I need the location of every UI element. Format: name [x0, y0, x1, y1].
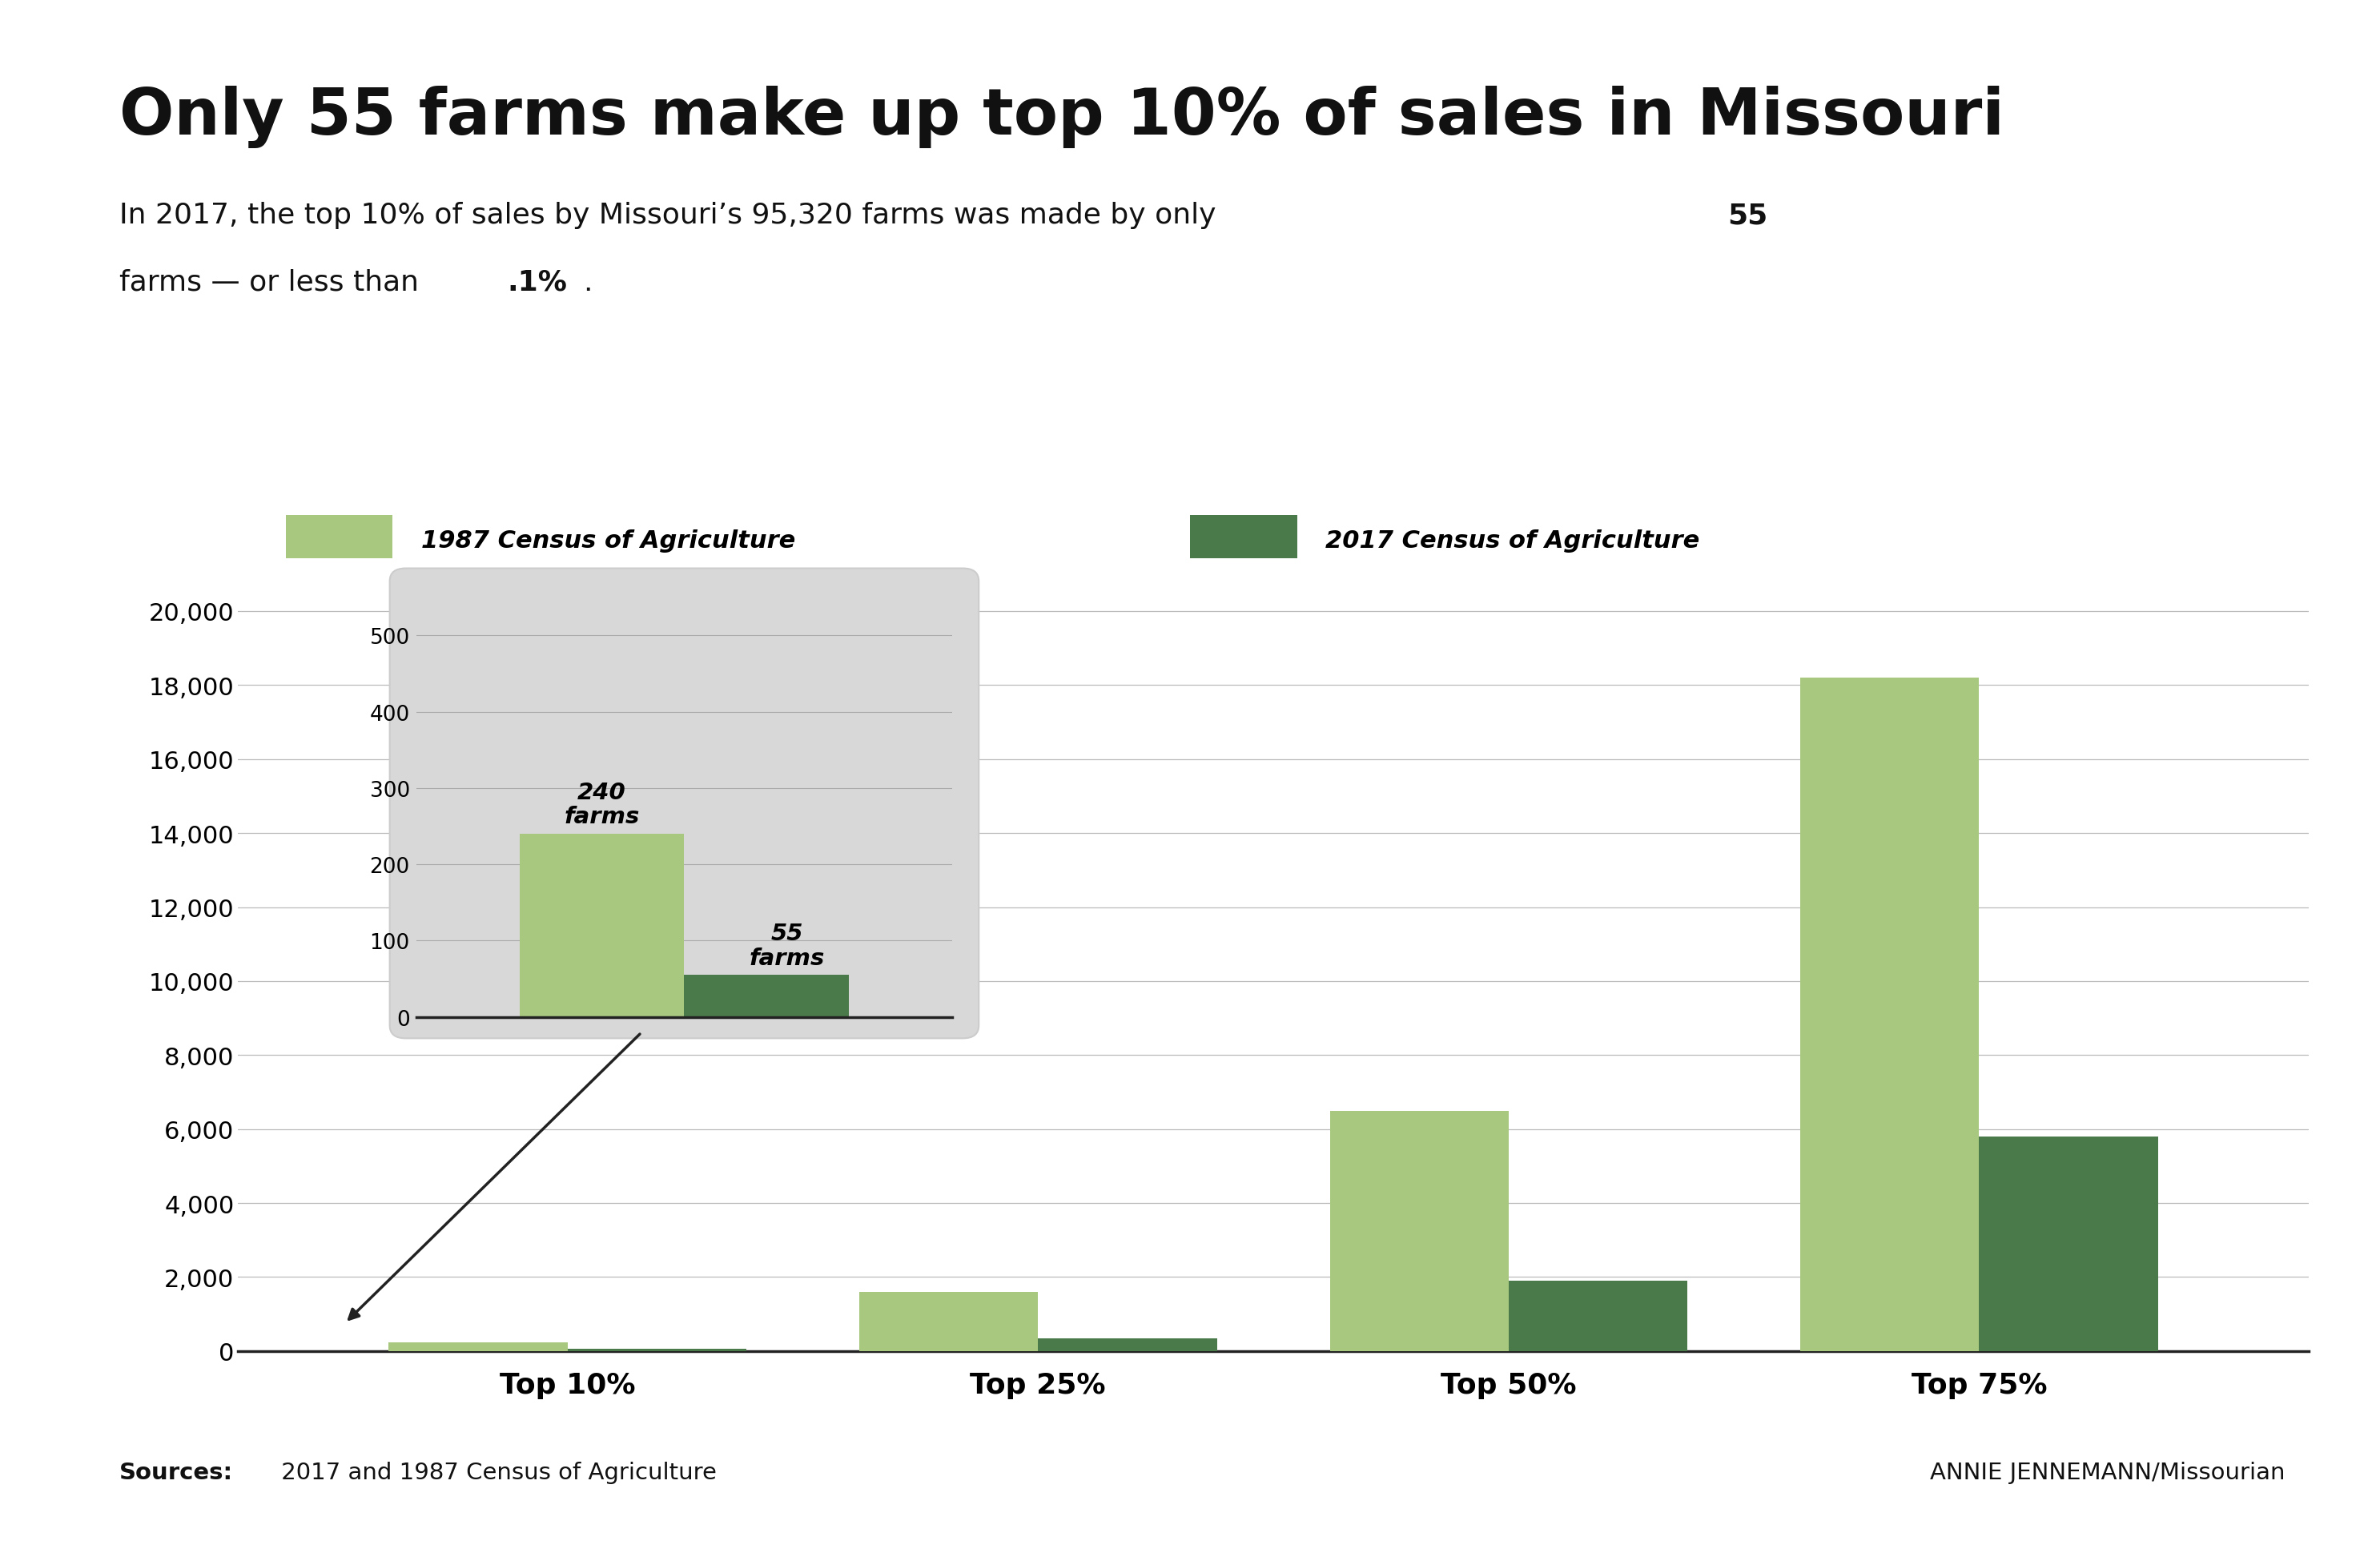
- FancyBboxPatch shape: [390, 568, 978, 1039]
- Bar: [1509, 1281, 1687, 1351]
- Text: In 2017, the top 10% of sales by Missouri’s 95,320 farms was made by only: In 2017, the top 10% of sales by Missour…: [119, 202, 1226, 230]
- Bar: [685, 975, 850, 1017]
- Text: Only 55 farms make up top 10% of sales in Missouri: Only 55 farms make up top 10% of sales i…: [119, 85, 2004, 148]
- Bar: [1980, 1137, 2159, 1351]
- Text: 2017 and 1987 Census of Agriculture: 2017 and 1987 Census of Agriculture: [274, 1461, 716, 1483]
- Text: farms — or less than: farms — or less than: [119, 269, 428, 297]
- Bar: [1038, 1339, 1216, 1351]
- Bar: [519, 834, 685, 1017]
- Text: .: .: [583, 269, 593, 297]
- Bar: [1799, 679, 1980, 1351]
- Text: 55: 55: [1728, 202, 1768, 230]
- Text: 2017 Census of Agriculture: 2017 Census of Agriculture: [1326, 530, 1699, 551]
- Bar: [566, 1350, 747, 1351]
- Text: 240
farms: 240 farms: [564, 781, 640, 828]
- Bar: [859, 1292, 1038, 1351]
- Text: Sources:: Sources:: [119, 1461, 233, 1483]
- Bar: [1330, 1110, 1509, 1351]
- Bar: [388, 1342, 566, 1351]
- Text: .1%: .1%: [507, 269, 566, 297]
- Text: 55
farms: 55 farms: [750, 922, 826, 969]
- Text: 1987 Census of Agriculture: 1987 Census of Agriculture: [421, 530, 795, 551]
- Text: ANNIE JENNEMANN/Missourian: ANNIE JENNEMANN/Missourian: [1930, 1461, 2285, 1483]
